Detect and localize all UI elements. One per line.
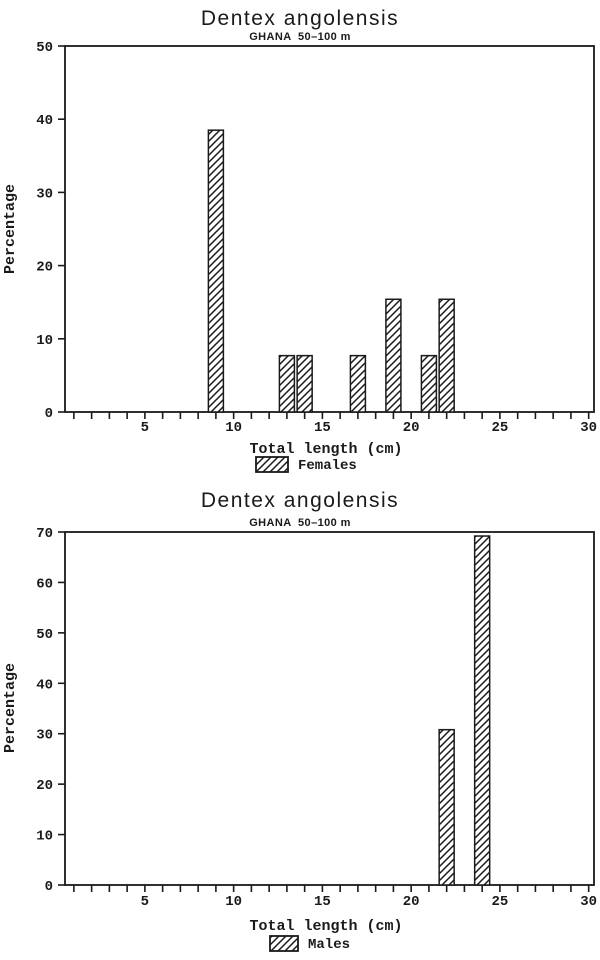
x-tick-label: 5 xyxy=(141,420,149,436)
bar-21cm xyxy=(420,354,438,413)
males-legend: Males xyxy=(269,935,350,953)
x-tick-label: 25 xyxy=(492,420,509,436)
bar-24cm xyxy=(473,535,491,886)
bar-22cm xyxy=(438,298,455,413)
y-tick-label: 10 xyxy=(36,829,53,845)
males-chart: Dentex angolensis GHANA 50–100 m Percent… xyxy=(2,489,597,953)
plot-dynamic-1: 0 10 20 30 40 50 60 70 5 10 15 20 25 30 xyxy=(36,526,597,910)
x-axis-title: Total length (cm) xyxy=(249,918,402,935)
x-tick-label: 10 xyxy=(225,420,242,436)
y-tick-label: 50 xyxy=(36,40,53,56)
y-tick-label: 50 xyxy=(36,627,53,643)
chart-subtitle: GHANA 50–100 m xyxy=(249,517,351,529)
females-legend-swatch xyxy=(255,456,289,473)
chart-title: Dentex angolensis xyxy=(201,7,399,30)
y-tick-label: 40 xyxy=(36,677,53,693)
chart-subtitle: GHANA 50–100 m xyxy=(249,31,351,43)
females-legend: Females xyxy=(255,456,357,474)
y-tick-label: 20 xyxy=(36,260,53,276)
males-legend-swatch xyxy=(269,935,299,952)
chart-title: Dentex angolensis xyxy=(201,489,399,512)
y-tick-label: 70 xyxy=(36,526,53,542)
x-tick-label: 30 xyxy=(580,420,597,436)
x-tick-label: 15 xyxy=(314,420,331,436)
bar-22cm xyxy=(438,728,455,886)
x-tick-label: 20 xyxy=(403,894,420,910)
males-legend-label: Males xyxy=(308,937,350,953)
females-legend-label: Females xyxy=(298,458,357,474)
bar-19cm xyxy=(385,298,402,413)
y-tick-label: 40 xyxy=(36,113,53,129)
plot-dynamic-0: 0 10 20 30 40 50 5 10 15 20 25 30 xyxy=(36,40,597,436)
y-tick-label: 60 xyxy=(36,576,53,592)
bar-17cm xyxy=(349,354,367,413)
bar-9cm xyxy=(207,129,225,413)
y-tick-label: 20 xyxy=(36,778,53,794)
bar-14cm xyxy=(296,354,313,413)
bar-13cm xyxy=(278,354,296,413)
y-tick-label: 30 xyxy=(36,728,53,744)
x-tick-label: 25 xyxy=(492,894,509,910)
y-axis-title: Percentage xyxy=(2,663,19,753)
x-tick-label: 10 xyxy=(225,894,242,910)
x-tick-label: 15 xyxy=(314,894,331,910)
y-tick-label: 30 xyxy=(36,186,53,202)
x-axis-title: Total length (cm) xyxy=(249,441,402,458)
y-tick-label: 0 xyxy=(45,879,53,895)
y-axis-title: Percentage xyxy=(2,184,19,274)
plot-frame xyxy=(64,45,595,413)
plot-frame xyxy=(64,531,595,886)
x-tick-label: 20 xyxy=(403,420,420,436)
y-tick-label: 10 xyxy=(36,333,53,349)
x-tick-label: 5 xyxy=(141,894,149,910)
females-chart: Dentex angolensis GHANA 50–100 m Percent… xyxy=(2,7,597,474)
y-tick-label: 0 xyxy=(45,406,53,422)
x-tick-label: 30 xyxy=(580,894,597,910)
